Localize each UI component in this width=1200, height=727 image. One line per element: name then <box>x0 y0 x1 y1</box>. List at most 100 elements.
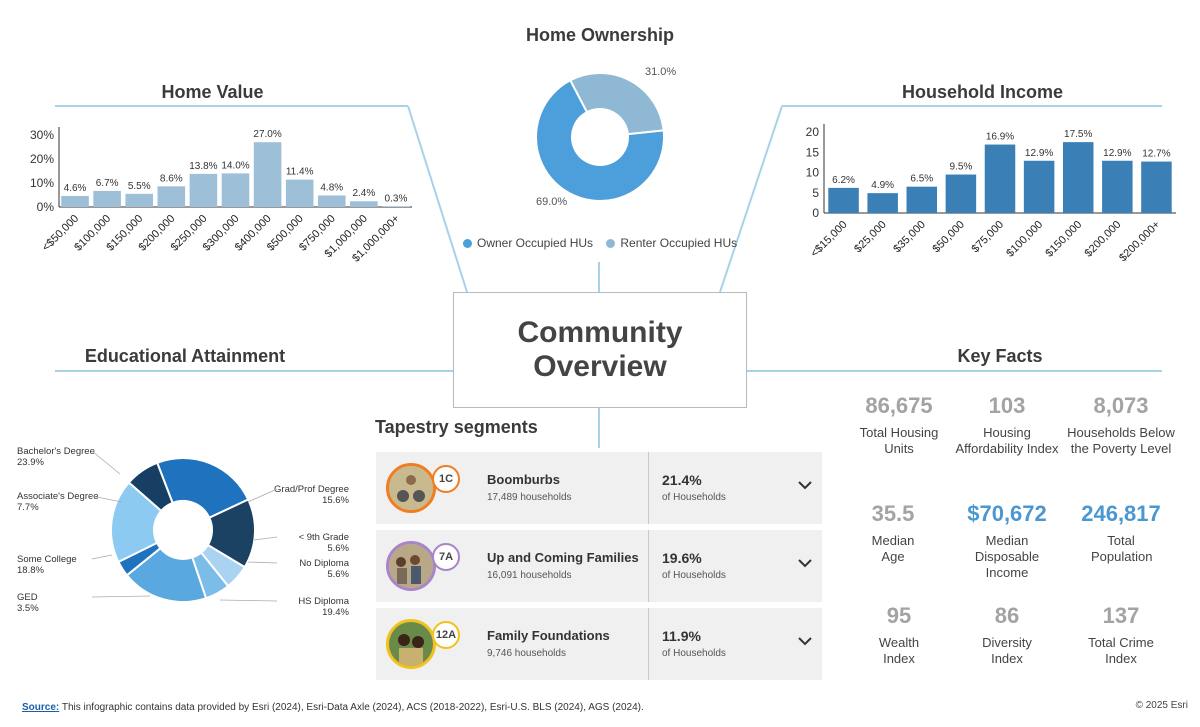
slice-pct-label: 19.4% <box>322 607 349 618</box>
key-fact-value: 8,073 <box>1093 393 1149 418</box>
bar <box>984 144 1016 213</box>
bar <box>1102 160 1133 213</box>
key-fact: 103 Housing Affordability Index <box>952 393 1062 457</box>
chevron-down-icon[interactable] <box>794 474 816 496</box>
bar <box>93 190 121 207</box>
segment-pct-label: of Households <box>662 570 726 581</box>
segment-name: Up and Coming Families <box>487 550 639 565</box>
segment-name: Boomburbs <box>487 472 560 487</box>
segment-photo <box>386 541 436 591</box>
data-label: 0.3% <box>385 193 408 204</box>
y-tick-label: 5 <box>812 186 819 200</box>
key-fact-label: Wealth Index <box>878 635 920 666</box>
data-label: 13.8% <box>189 161 217 172</box>
chevron-down-icon[interactable] <box>794 552 816 574</box>
bar <box>382 206 410 207</box>
footer-source: Source: This infographic contains data p… <box>22 702 644 713</box>
key-fact-value: $70,672 <box>967 501 1047 526</box>
donut-slice <box>155 457 250 520</box>
key-fact: 86 Diversity Index <box>952 603 1062 667</box>
bar <box>125 193 154 207</box>
key-fact: 95 Wealth Index <box>844 603 954 667</box>
key-fact-value: 35.5 <box>871 501 915 526</box>
slice-label: GED <box>17 592 38 603</box>
category-label: $200,000+ <box>1117 219 1162 264</box>
data-label: 5.5% <box>128 181 151 192</box>
home-ownership-legend: Owner Occupied HUs Renter Occupied HUs <box>463 236 737 250</box>
leader-line <box>247 488 278 503</box>
segment-code-badge: 7A <box>432 543 460 571</box>
key-fact-value: 137 <box>1102 603 1140 628</box>
key-fact: $70,672 Median Disposable Income <box>952 501 1062 581</box>
key-fact-label: Total Population <box>1091 533 1153 564</box>
chevron-down-icon[interactable] <box>794 630 816 652</box>
tapestry-title: Tapestry segments <box>375 417 538 437</box>
key-fact-label: Median Disposable Income <box>974 533 1040 580</box>
segment-pct: 19.6% <box>662 550 702 566</box>
bar <box>867 193 898 213</box>
community-overview-box: Community Overview <box>453 292 747 408</box>
data-label: 6.5% <box>910 174 933 185</box>
key-fact: 137 Total Crime Index <box>1066 603 1176 667</box>
slice-label: HS Diploma <box>298 596 349 607</box>
data-label: 4.8% <box>320 182 343 193</box>
category-label: $150,000 <box>1043 219 1084 260</box>
data-label: 8.6% <box>160 173 183 184</box>
legend-owner-label: Owner Occupied HUs <box>477 236 594 250</box>
key-fact-value: 86,675 <box>865 393 933 418</box>
key-fact: 246,817 Total Population <box>1066 501 1176 565</box>
segment-divider <box>648 608 649 680</box>
copyright: © 2025 Esri <box>1135 700 1188 711</box>
segment-pct-label: of Households <box>662 648 726 659</box>
slice-label: Some College <box>17 554 77 565</box>
tapestry-segment[interactable]: 1C Boomburbs 17,489 households 21.4% of … <box>376 452 822 524</box>
key-fact: 86,675 Total Housing Units <box>844 393 954 457</box>
key-fact-label: Median Age <box>871 533 915 564</box>
source-link[interactable]: Source: <box>22 702 60 713</box>
leader-line <box>91 595 151 598</box>
key-fact-value: 86 <box>994 603 1020 628</box>
bar <box>1062 142 1094 213</box>
y-tick-label: 20% <box>30 152 54 166</box>
slice-pct-label: 15.6% <box>322 495 349 506</box>
y-tick-label: 15 <box>806 145 820 159</box>
donut-slice <box>568 72 665 136</box>
category-label: <$15,000 <box>809 219 850 260</box>
segment-code-badge: 12A <box>432 621 460 649</box>
tapestry-segment[interactable]: 12A Family Foundations 9,746 households … <box>376 608 822 680</box>
bar <box>157 186 186 207</box>
segment-divider <box>648 530 649 602</box>
slice-label: Associate's Degree <box>17 491 99 502</box>
category-label: $35,000 <box>891 219 928 256</box>
slice-label: No Diploma <box>299 558 349 569</box>
bar <box>285 179 314 207</box>
key-facts-title: Key Facts <box>957 346 1043 366</box>
bar <box>61 195 89 207</box>
owner-dot-icon <box>463 239 472 249</box>
data-label: 11.4% <box>286 167 314 178</box>
center-title-line1: Community <box>517 316 683 349</box>
household-income-title: Household Income <box>901 82 1063 102</box>
category-label: $100,000 <box>1004 219 1045 260</box>
key-fact-label: Housing Affordability Index <box>955 425 1059 456</box>
bar <box>1141 161 1172 213</box>
center-title-line2: Overview <box>533 350 667 383</box>
y-tick-label: 30% <box>30 128 54 142</box>
y-tick-label: 10 <box>806 166 820 180</box>
donut-slice <box>110 481 163 564</box>
key-fact-label: Diversity Index <box>982 635 1032 666</box>
slice-label: Bachelor's Degree <box>17 446 95 457</box>
slice-pct-label: 5.6% <box>327 543 349 554</box>
bar <box>253 142 282 207</box>
segment-households: 17,489 households <box>487 492 572 503</box>
key-fact-label: Households Below the Poverty Level <box>1067 425 1175 456</box>
segment-name: Family Foundations <box>487 628 610 643</box>
bar <box>350 201 378 207</box>
leader-line <box>91 554 113 560</box>
tapestry-segment[interactable]: 7A Up and Coming Families 16,091 househo… <box>376 530 822 602</box>
slice-pct-label: 7.7% <box>17 502 39 513</box>
leader-line <box>247 561 278 564</box>
slice-pct-label: 3.5% <box>17 603 39 614</box>
